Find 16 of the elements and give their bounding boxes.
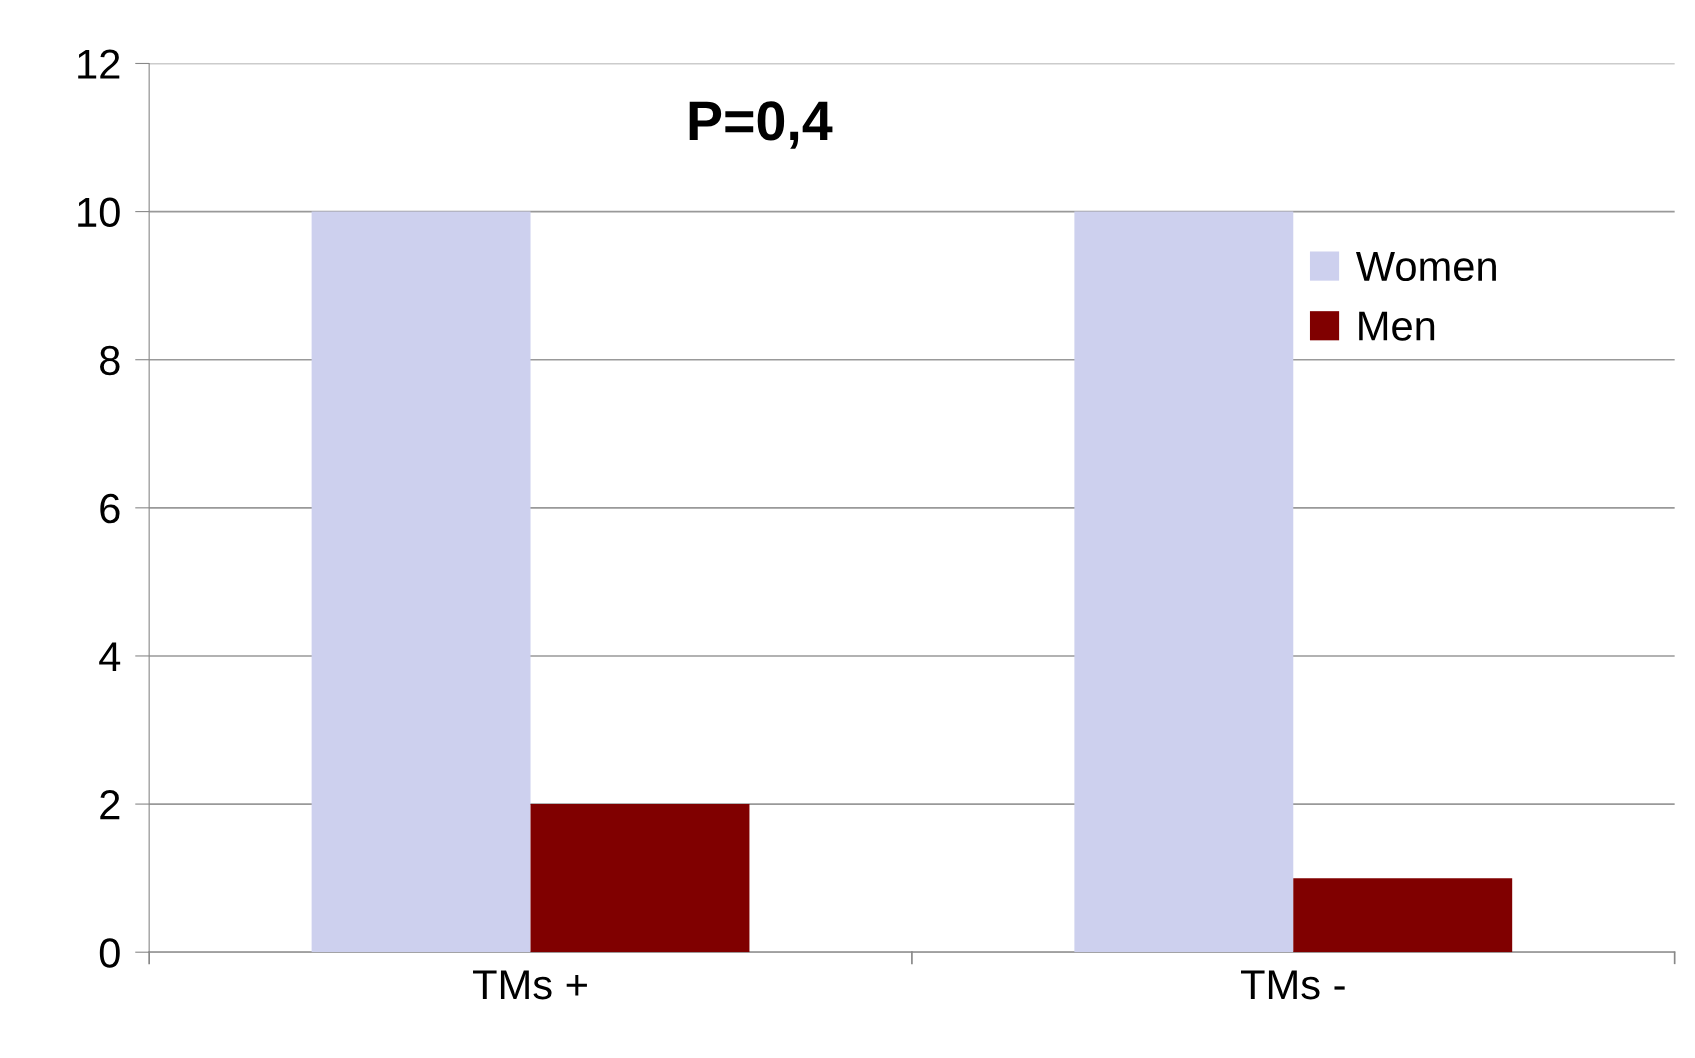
y-tick-label: 6 (100, 493, 120, 524)
legend-label: Men (1359, 311, 1435, 341)
y-tick-label: 12 (78, 49, 120, 79)
y-tick-label: 8 (100, 345, 120, 376)
y-tick-label: 10 (78, 197, 120, 228)
y-tick-label: 4 (99, 642, 121, 672)
x-tick-label: TMs - (1241, 970, 1345, 1000)
bar (530, 804, 750, 953)
annotation: P=0,4 (689, 101, 833, 149)
bar (1293, 878, 1513, 953)
legend-label: Women (1355, 251, 1496, 282)
y-tick-label: 2 (100, 790, 120, 820)
x-tick-label: TMs + (473, 970, 587, 1000)
y-tick-label: 0 (99, 938, 120, 968)
bar (1074, 211, 1294, 953)
bar (311, 211, 531, 953)
